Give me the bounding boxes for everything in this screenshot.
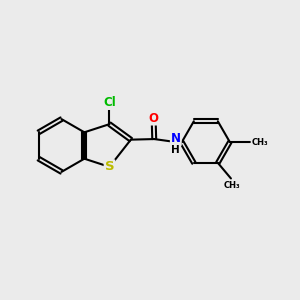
Text: O: O <box>148 112 159 124</box>
Text: CH₃: CH₃ <box>223 181 240 190</box>
Text: S: S <box>105 160 114 173</box>
Text: Cl: Cl <box>103 96 116 109</box>
Text: H: H <box>172 145 180 154</box>
Text: N: N <box>171 132 181 145</box>
Text: CH₃: CH₃ <box>251 138 268 147</box>
